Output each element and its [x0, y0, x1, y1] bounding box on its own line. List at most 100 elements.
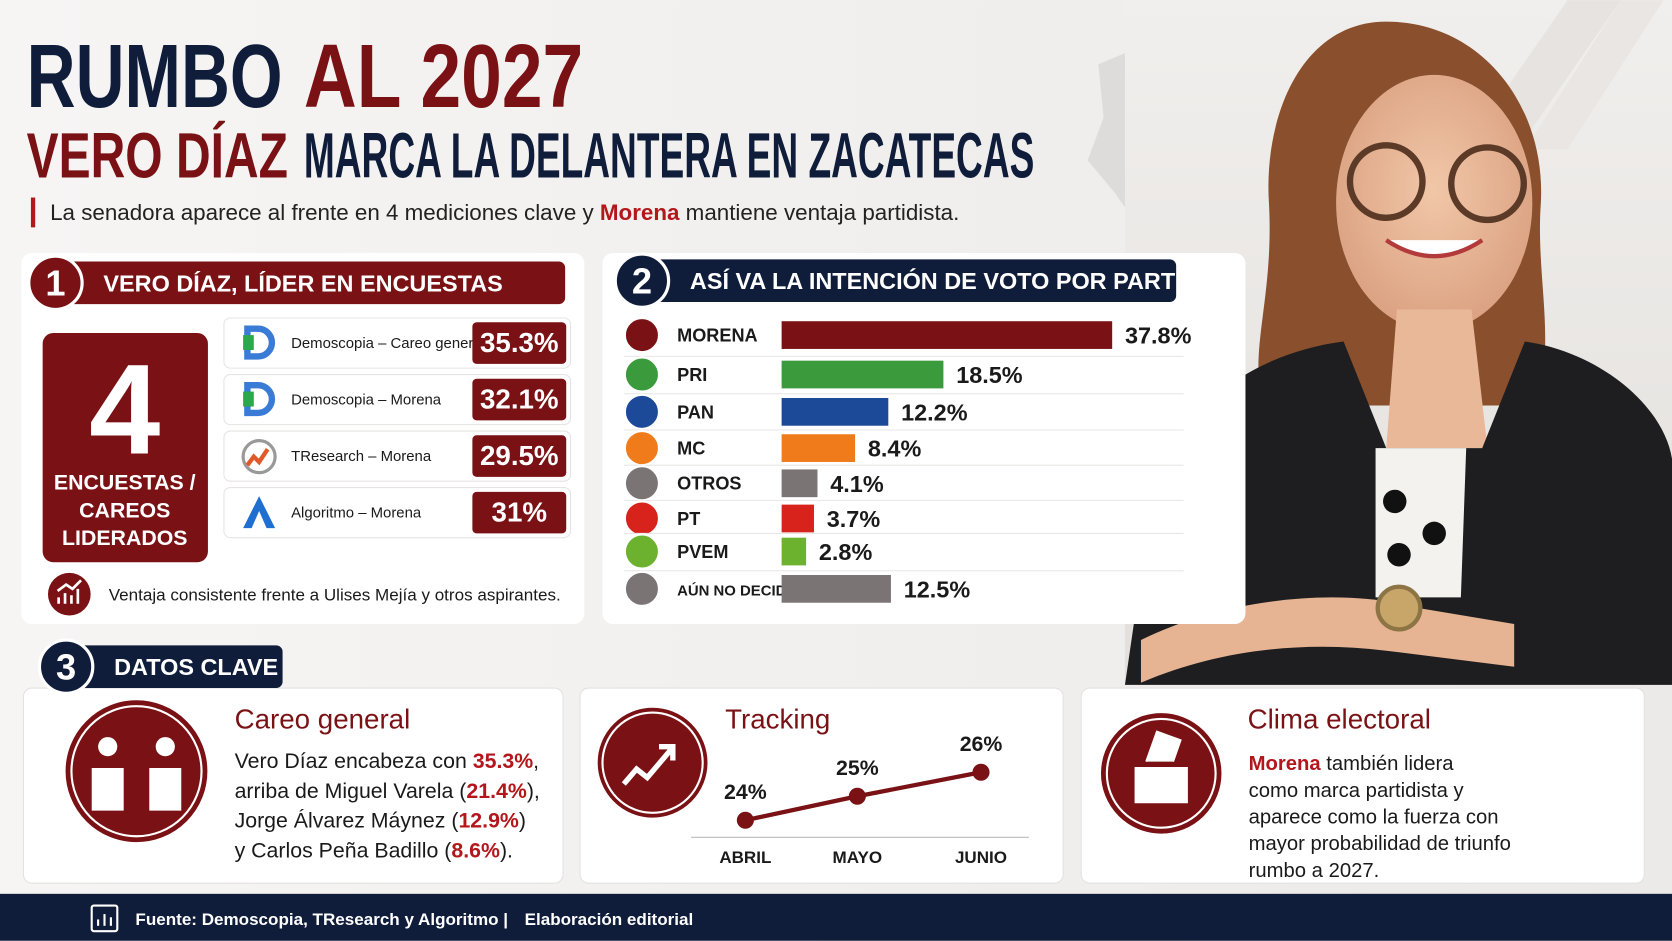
card-text-run: Vero Díaz encabeza con [235, 749, 473, 773]
value-label: 25% [836, 756, 879, 780]
card-icon-ring [70, 705, 203, 838]
note-icon-chart [56, 579, 82, 604]
card-icon-head [155, 737, 175, 757]
header: RUMBO AL 2027 VERO DÍAZ MARCA LA DELANTE… [27, 26, 1034, 228]
bar [781, 397, 889, 426]
section-badge [37, 638, 95, 695]
dot [1383, 489, 1407, 514]
x-tick-label: MAYO [833, 848, 883, 867]
card-title: Clima electoral [1248, 704, 1431, 735]
watch [1375, 584, 1423, 632]
footer-separator: | [503, 910, 508, 929]
poll-badge [472, 322, 567, 364]
bar [781, 321, 1113, 349]
card-text-run: como marca partidista y [1249, 780, 1465, 802]
count-label: ENCUESTAS / [54, 471, 196, 495]
x-tick-label: JUNIO [955, 848, 1007, 867]
card-text-run: Morena [1249, 753, 1322, 775]
card-text: Jorge Álvarez Máynez (12.9%) [235, 808, 526, 833]
poll-name: Algoritmo – Morena [291, 504, 422, 521]
card-icon-arrow [621, 744, 676, 786]
value-label: 12.5% [904, 576, 971, 602]
card-text-run: mayor probabilidad de triunfo [1249, 833, 1511, 855]
bar [781, 360, 944, 389]
section-title: DATOS CLAVE [114, 654, 278, 680]
glasses [1346, 142, 1426, 221]
party-icon [623, 500, 661, 537]
category-label: MORENA [677, 325, 757, 345]
poll-logo [244, 325, 276, 360]
section-badge [613, 252, 671, 309]
count-box [42, 332, 208, 563]
bar [781, 469, 818, 498]
card-icon-ring [1105, 717, 1217, 829]
subtitle-run: mantiene ventaja partidista. [679, 200, 959, 225]
category-label: AÚN NO DECIDE [677, 581, 796, 599]
value-label: 12.2% [901, 399, 968, 425]
card-text-run: rumbo a 2027. [1249, 860, 1380, 882]
poll-badge [472, 378, 567, 421]
poll-logo [244, 381, 276, 417]
note-icon [47, 572, 91, 616]
subtitle-run: Morena [600, 200, 680, 225]
point [736, 811, 754, 829]
poll-value: 29.5% [480, 440, 559, 471]
card-text: arriba de Miguel Varela (21.4%), [235, 779, 540, 803]
party-icon [623, 356, 661, 393]
footer-credit: Elaboración editorial [525, 910, 694, 929]
party-icon [623, 429, 661, 467]
value-label: 26% [960, 732, 1003, 756]
party-icon [623, 393, 661, 430]
card-text-run: 21.4% [466, 779, 526, 803]
subtitle-run: La senadora aparece al frente en 4 medic… [50, 200, 600, 225]
bar [781, 504, 814, 533]
bar [781, 575, 891, 603]
card-text-run: Jorge Álvarez Máynez ( [235, 808, 459, 833]
poll-logo [243, 335, 254, 351]
x-tick-label: ABRIL [719, 848, 771, 867]
card-text-run: ). [500, 839, 513, 863]
card-text-run: ) [519, 809, 526, 833]
card-text-run: 8.6% [451, 839, 500, 863]
section-tab [55, 261, 566, 305]
party-icon [623, 465, 661, 502]
party-icon [623, 316, 661, 354]
poll-logo [243, 391, 254, 407]
category-label: MC [677, 439, 705, 459]
blouse [1375, 448, 1467, 598]
title-part: RUMBO [27, 26, 283, 126]
category-label: PT [677, 509, 700, 529]
poll-value: 31% [492, 497, 547, 528]
card-text-run: y Carlos Peña Badillo ( [235, 839, 452, 863]
bar [781, 434, 856, 462]
dot [1387, 543, 1411, 567]
card-text-run: 35.3% [473, 749, 533, 773]
card-icon-ring [601, 711, 704, 814]
point [848, 787, 866, 805]
footer-bar [0, 893, 1672, 941]
card-title: Careo general [235, 704, 411, 735]
neck [1386, 309, 1488, 449]
card-text: Morena también lidera [1249, 753, 1455, 775]
count-label: LIDERADOS [62, 526, 188, 550]
accent-bar [30, 197, 36, 228]
footer-icon [90, 904, 119, 933]
icon-frame [90, 904, 119, 933]
card-text: y Carlos Peña Badillo (8.6%). [235, 839, 513, 863]
card-icon-ballot [1134, 730, 1188, 804]
poll-name: TResearch – Morena [291, 448, 432, 465]
category-label: PAN [677, 402, 714, 422]
glasses [1448, 144, 1527, 224]
card-text: aparece como la fuerza con [1249, 806, 1499, 828]
point [972, 763, 990, 781]
section-number: 1 [45, 263, 65, 304]
headline-part: VERO DÍAZ [27, 119, 288, 191]
note: Ventaja consistente frente a Ulises Mejí… [109, 586, 561, 605]
bar [781, 537, 807, 566]
value-label: 24% [724, 780, 767, 804]
card-text: como marca partidista y [1249, 780, 1465, 802]
section-tab [66, 645, 283, 689]
card [1080, 687, 1645, 884]
card-icon [62, 697, 211, 846]
